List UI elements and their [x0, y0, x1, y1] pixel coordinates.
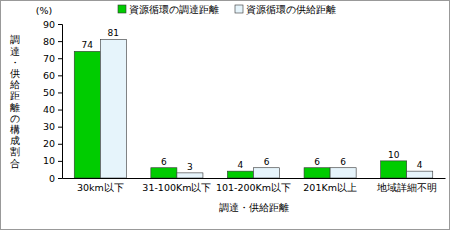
x-tick: 201Km以上 — [303, 182, 357, 193]
y-axis-title-char: 供 — [10, 68, 20, 79]
y-tick: 40 — [43, 104, 62, 115]
y-axis-title-char: ・ — [10, 57, 20, 68]
tick-label: 90 — [43, 19, 55, 30]
data-label: 10 — [388, 150, 400, 160]
tick-mark — [58, 75, 62, 76]
y-axis: 0 10 20 30 40 50 60 70 80 90 — [43, 19, 63, 184]
data-label: 4 — [238, 160, 244, 170]
y-tick: 30 — [43, 121, 62, 132]
y-axis-title: 調達・供給距離の構成割合 — [9, 34, 20, 168]
tick-mark — [58, 58, 62, 59]
tick-label: 10 — [43, 155, 55, 166]
y-tick: 90 — [43, 19, 62, 30]
bar — [177, 173, 203, 178]
data-label: 6 — [340, 157, 346, 167]
bar — [304, 168, 330, 178]
y-axis-title-char: 距 — [10, 90, 20, 101]
legend-label: 資源循環の調達距離 — [129, 4, 219, 15]
tick-label: 50 — [43, 87, 55, 98]
tick-label: 20 — [43, 138, 55, 149]
tick-mark — [58, 92, 62, 93]
y-tick: 70 — [43, 53, 62, 64]
bar — [407, 171, 433, 178]
y-axis-title-char: の — [10, 113, 20, 124]
x-axis: 30km以下 31-100Km以下 101-200Km以下 201Km以上 地域詳細不明 — [63, 179, 446, 193]
tick-mark — [58, 161, 62, 162]
tick-mark — [58, 127, 62, 128]
data-label: 6 — [314, 157, 320, 167]
legend-label: 資源循環の供給距離 — [246, 4, 336, 15]
x-tick: 31-100Km以下 — [142, 182, 211, 193]
tick-label: 31-100Km以下 — [142, 182, 211, 193]
y-tick: 50 — [43, 87, 62, 98]
y-tick: 80 — [43, 36, 62, 47]
y-tick: 60 — [43, 70, 62, 81]
bar — [151, 168, 177, 178]
tick-label: 40 — [43, 104, 55, 115]
data-label: 74 — [82, 40, 94, 50]
y-axis-title-char: 割 — [10, 146, 20, 157]
bar — [254, 168, 280, 178]
tick-label: 地域詳細不明 — [376, 182, 437, 193]
y-axis-title-char: 調 — [10, 34, 20, 45]
bar — [381, 161, 407, 178]
y-axis-title-char: 合 — [10, 158, 20, 169]
axis-line — [63, 178, 446, 179]
y-axis-title-char: 成 — [10, 135, 20, 146]
legend: 資源循環の調達距離 資源循環の供給距離 — [118, 4, 336, 15]
tick-mark — [58, 110, 62, 111]
y-tick: 10 — [43, 155, 62, 166]
bar — [100, 39, 126, 178]
data-label: 6 — [161, 157, 167, 167]
tick-label: 60 — [43, 70, 55, 81]
x-tick: 地域詳細不明 — [376, 182, 437, 193]
tick-mark — [58, 178, 62, 179]
data-label: 4 — [417, 160, 423, 170]
x-axis-title: 調達・供給距離 — [219, 202, 289, 213]
data-labels: 74 6 4 6 10 81 3 6 6 4 — [82, 28, 423, 171]
legend-swatch — [118, 5, 126, 13]
tick-label: 201Km以上 — [303, 182, 357, 193]
data-label: 6 — [264, 157, 270, 167]
legend-swatch — [235, 5, 243, 13]
bar — [227, 171, 253, 178]
frame — [1, 1, 450, 230]
chart: 7464610813664010203040506070809030km以下31… — [0, 0, 450, 230]
data-label: 3 — [187, 162, 193, 172]
y-tick: 20 — [43, 138, 62, 149]
y-axis-title-char: 給 — [9, 79, 20, 90]
tick-mark — [58, 24, 62, 25]
y-axis-title-char: 達 — [10, 46, 20, 57]
tick-label: 101-200Km以下 — [216, 182, 291, 193]
data-label: 81 — [108, 28, 119, 38]
annotation: (%) — [36, 5, 52, 16]
x-tick: 30km以下 — [77, 182, 124, 193]
tick-label: 0 — [49, 173, 55, 184]
y-axis-title-char: 構 — [10, 124, 20, 135]
x-tick: 101-200Km以下 — [216, 182, 291, 193]
tick-label: 70 — [43, 53, 55, 64]
tick-label: 80 — [43, 36, 55, 47]
bar — [74, 51, 100, 178]
tick-mark — [58, 144, 62, 145]
bar — [330, 168, 356, 178]
tick-label: 30 — [43, 121, 55, 132]
y-axis-title-char: 離 — [10, 102, 20, 113]
axis-line — [58, 25, 63, 179]
bars — [74, 39, 432, 178]
tick-label: 30km以下 — [77, 182, 124, 193]
y-tick: 0 — [49, 173, 62, 184]
tick-mark — [58, 41, 62, 42]
